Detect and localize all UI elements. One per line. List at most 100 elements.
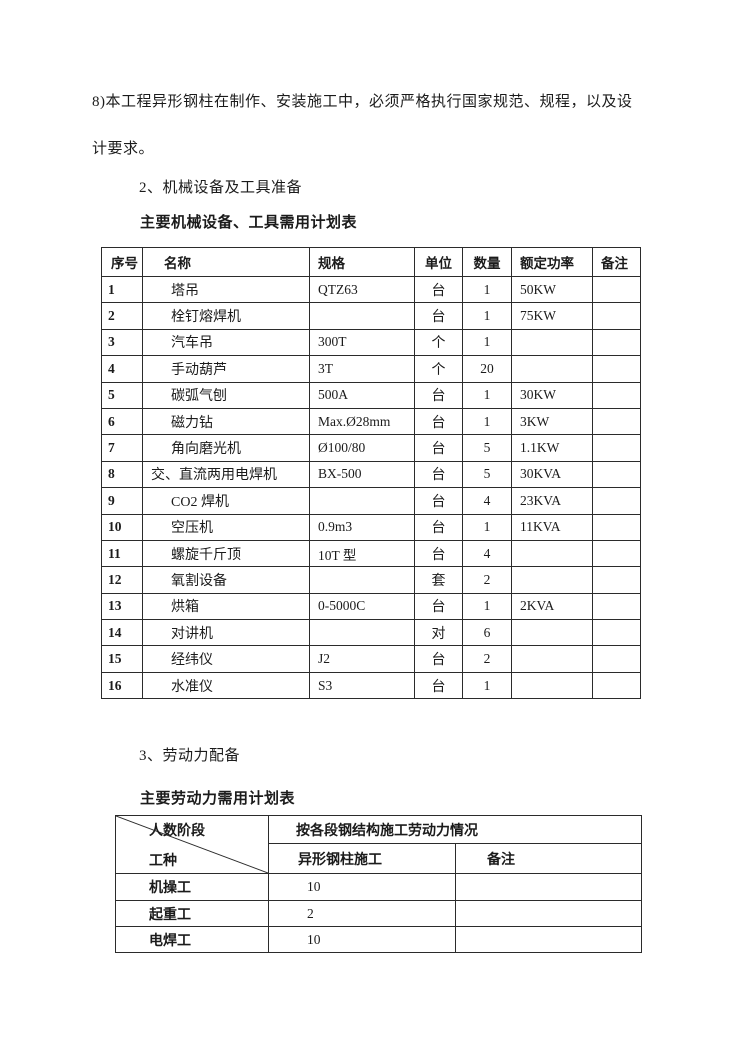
cell-name: 交、直流两用电焊机 bbox=[142, 460, 310, 489]
cell-index: 15 bbox=[101, 645, 143, 673]
table-row: 16 水准仪 S3 台 1 bbox=[101, 671, 641, 700]
cell-unit: 台 bbox=[414, 539, 463, 568]
cell-name: 氧割设备 bbox=[142, 566, 310, 594]
column-header-name: 名称 bbox=[142, 247, 310, 277]
cell-unit: 台 bbox=[414, 407, 463, 436]
labor-table: 人数阶段 工种 按各段钢结构施工劳动力情况 异形钢柱施工 备注 机操工 10 起重工… bbox=[115, 815, 642, 953]
cell-spec bbox=[309, 619, 415, 647]
cell-power: 1.1KW bbox=[511, 434, 593, 462]
cell-spec: 0.9m3 bbox=[309, 513, 415, 541]
cell-power: 3KW bbox=[511, 407, 593, 436]
cell-name: CO2 焊机 bbox=[142, 487, 310, 515]
table-row: 10 空压机 0.9m3 台 1 11KVA bbox=[101, 513, 641, 541]
cell-note bbox=[592, 381, 641, 409]
cell-power: 30KVA bbox=[511, 460, 593, 489]
cell-power: 50KW bbox=[511, 275, 593, 304]
cell-index: 9 bbox=[101, 487, 143, 515]
corner-label-stage: 人数阶段 bbox=[149, 822, 205, 838]
cell-unit: 个 bbox=[414, 355, 463, 383]
cell-name: 烘箱 bbox=[142, 592, 310, 621]
cell-index: 6 bbox=[101, 407, 143, 436]
table-row: 9 CO2 焊机 台 4 23KVA bbox=[101, 487, 641, 515]
cell-power bbox=[511, 355, 593, 383]
cell-qty: 1 bbox=[462, 513, 512, 541]
cell-unit: 台 bbox=[414, 513, 463, 541]
cell-unit: 个 bbox=[414, 328, 463, 357]
cell-note bbox=[592, 487, 641, 515]
cell-qty: 1 bbox=[462, 671, 512, 700]
cell-note bbox=[592, 539, 641, 568]
cell-spec: BX-500 bbox=[309, 460, 415, 489]
cell-note bbox=[592, 328, 641, 357]
cell-spec: Max.Ø28mm bbox=[309, 407, 415, 436]
cell-qty: 20 bbox=[462, 355, 512, 383]
column-header-spec: 规格 bbox=[309, 247, 415, 277]
cell-qty: 5 bbox=[462, 434, 512, 462]
cell-index: 12 bbox=[101, 566, 143, 594]
column-header-index: 序号 bbox=[101, 247, 143, 277]
cell-trade: 电焊工 bbox=[115, 926, 269, 953]
paragraph-line: 计要求。 bbox=[92, 141, 155, 157]
cell-index: 5 bbox=[101, 381, 143, 409]
cell-unit: 台 bbox=[414, 434, 463, 462]
cell-count: 2 bbox=[268, 900, 456, 927]
cell-qty: 1 bbox=[462, 328, 512, 357]
cell-unit: 套 bbox=[414, 566, 463, 594]
cell-power: 2KVA bbox=[511, 592, 593, 621]
cell-note bbox=[592, 355, 641, 383]
column-header-unit: 单位 bbox=[414, 247, 463, 277]
table-row: 5 碳弧气刨 500A 台 1 30KW bbox=[101, 381, 641, 409]
table-header-row: 序号 名称 规格 单位 数量 额定功率 备注 bbox=[101, 247, 641, 277]
cell-index: 1 bbox=[101, 275, 143, 304]
cell-spec: 0-5000C bbox=[309, 592, 415, 621]
labor-table-body: 机操工 10 起重工 2 电焊工 10 bbox=[115, 873, 642, 953]
cell-name: 经纬仪 bbox=[142, 645, 310, 673]
cell-note bbox=[592, 671, 641, 700]
cell-power bbox=[511, 619, 593, 647]
diagonal-divider-line bbox=[116, 816, 268, 873]
cell-index: 11 bbox=[101, 539, 143, 568]
paragraph-line: 8)本工程异形钢柱在制作、安装施工中，必须严格执行国家规范、规程，以及设 bbox=[92, 94, 633, 110]
cell-note bbox=[455, 900, 642, 927]
cell-power bbox=[511, 566, 593, 594]
cell-spec: 300T bbox=[309, 328, 415, 357]
cell-spec bbox=[309, 302, 415, 330]
column-header-qty: 数量 bbox=[462, 247, 512, 277]
cell-index: 8 bbox=[101, 460, 143, 489]
table-row: 6 磁力钻 Max.Ø28mm 台 1 3KW bbox=[101, 407, 641, 436]
labor-table-row: 电焊工 10 bbox=[115, 926, 642, 953]
labor-table-title: 主要劳动力需用计划表 bbox=[140, 790, 296, 807]
cell-unit: 台 bbox=[414, 275, 463, 304]
cell-spec: QTZ63 bbox=[309, 275, 415, 304]
cell-unit: 台 bbox=[414, 302, 463, 330]
cell-spec bbox=[309, 566, 415, 594]
cell-note bbox=[592, 407, 641, 436]
labor-span-header: 按各段钢结构施工劳动力情况 bbox=[268, 815, 642, 844]
cell-power bbox=[511, 671, 593, 700]
cell-index: 3 bbox=[101, 328, 143, 357]
cell-name: 对讲机 bbox=[142, 619, 310, 647]
cell-unit: 台 bbox=[414, 381, 463, 409]
equipment-table-title: 主要机械设备、工具需用计划表 bbox=[140, 214, 358, 231]
cell-spec: 500A bbox=[309, 381, 415, 409]
cell-spec: J2 bbox=[309, 645, 415, 673]
body-paragraph: 8)本工程异形钢柱在制作、安装施工中，必须严格执行国家规范、规程，以及设 计要求… bbox=[92, 92, 672, 186]
table-row: 4 手动葫芦 3T 个 20 bbox=[101, 355, 641, 383]
cell-index: 7 bbox=[101, 434, 143, 462]
table-row: 1 塔吊 QTZ63 台 1 50KW bbox=[101, 275, 641, 304]
equipment-table: 序号 名称 规格 单位 数量 额定功率 备注 1 塔吊 QTZ63 台 1 50KW 2 栓钉熔焊机台 1 7… bbox=[101, 247, 641, 700]
cell-power: 75KW bbox=[511, 302, 593, 330]
cell-power bbox=[511, 328, 593, 357]
cell-qty: 5 bbox=[462, 460, 512, 489]
cell-unit: 台 bbox=[414, 671, 463, 700]
diagonal-corner-cell: 人数阶段 工种 bbox=[115, 815, 269, 874]
cell-qty: 1 bbox=[462, 275, 512, 304]
table-row: 13 烘箱 0-5000C 台 1 2KVA bbox=[101, 592, 641, 621]
cell-name: 螺旋千斤顶 bbox=[142, 539, 310, 568]
section-heading-equipment: 2、机械设备及工具准备 bbox=[139, 180, 303, 196]
table-row: 7 角向磨光机 Ø100/80 台 5 1.1KW bbox=[101, 434, 641, 462]
cell-qty: 1 bbox=[462, 381, 512, 409]
cell-trade: 机操工 bbox=[115, 873, 269, 901]
